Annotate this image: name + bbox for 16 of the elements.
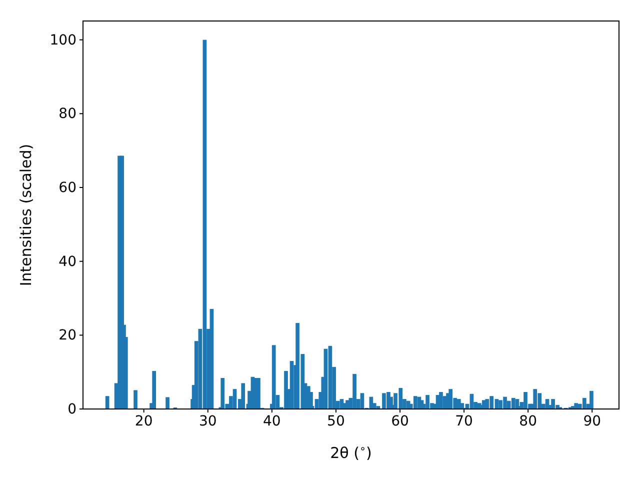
x-tick-label: 50 <box>327 413 345 430</box>
x-tick-label: 60 <box>391 413 409 430</box>
y-axis-title: Intensities (scaled) <box>17 144 35 286</box>
x-tick-label: 30 <box>198 413 217 430</box>
x-tick-label: 70 <box>455 413 473 430</box>
y-tick-label: 60 <box>58 180 76 196</box>
x-tick-label: 80 <box>519 413 537 430</box>
x-tick-label: 40 <box>263 413 281 430</box>
x-tick-label: 20 <box>134 413 153 430</box>
x-axis-title: 2θ ($^{∘}$) <box>330 443 372 462</box>
y-tick-label: 100 <box>50 32 76 48</box>
y-tick-label: 40 <box>58 254 76 270</box>
y-tick-label: 20 <box>58 328 76 344</box>
y-tick-label: 80 <box>58 106 76 122</box>
x-tick-label: 90 <box>583 413 602 430</box>
y-tick-label: 0 <box>68 401 76 418</box>
